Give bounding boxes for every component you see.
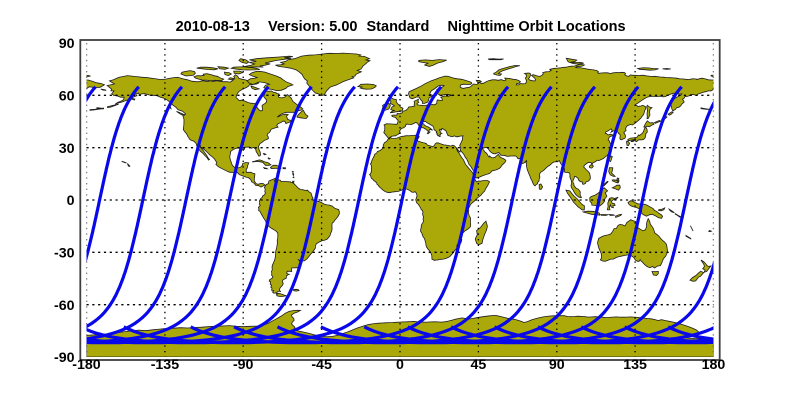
svg-text:90: 90 xyxy=(549,357,565,373)
svg-text:-30: -30 xyxy=(54,246,75,262)
svg-text:45: 45 xyxy=(471,357,487,373)
svg-text:60: 60 xyxy=(59,89,75,105)
svg-text:Version: 5.00: Version: 5.00 xyxy=(268,19,357,35)
svg-text:135: 135 xyxy=(623,357,647,373)
svg-text:30: 30 xyxy=(59,141,75,157)
svg-text:0: 0 xyxy=(67,193,75,209)
svg-text:-90: -90 xyxy=(54,350,75,366)
svg-text:90: 90 xyxy=(59,36,75,52)
svg-text:-90: -90 xyxy=(233,357,254,373)
svg-text:-180: -180 xyxy=(72,357,101,373)
svg-text:-45: -45 xyxy=(311,357,332,373)
svg-text:Nighttime Orbit Locations: Nighttime Orbit Locations xyxy=(448,19,626,35)
svg-text:2010-08-13: 2010-08-13 xyxy=(176,19,250,35)
svg-text:-60: -60 xyxy=(54,298,75,314)
svg-text:180: 180 xyxy=(702,357,726,373)
svg-text:-135: -135 xyxy=(151,357,180,373)
svg-text:Standard: Standard xyxy=(367,19,430,35)
svg-text:0: 0 xyxy=(396,357,404,373)
